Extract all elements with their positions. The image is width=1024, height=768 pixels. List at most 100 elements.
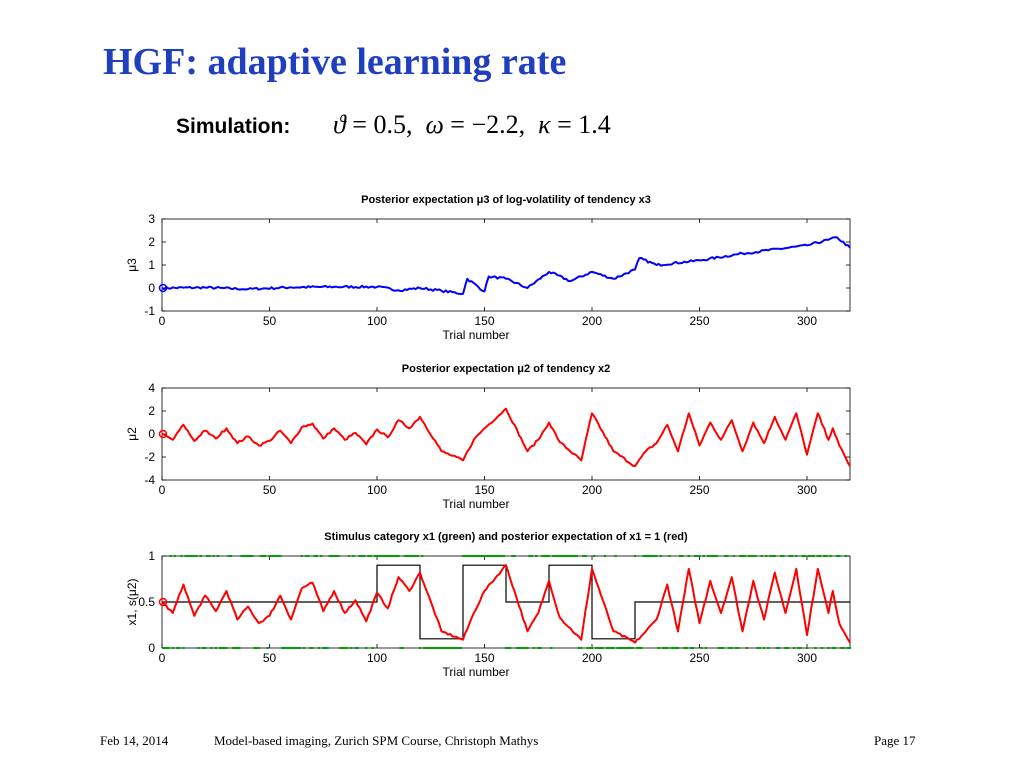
x-tick-label: 250 bbox=[689, 483, 709, 497]
stimulus-point bbox=[592, 555, 596, 557]
stimulus-point bbox=[638, 647, 641, 649]
stimulus-point bbox=[586, 647, 589, 649]
stimulus-point bbox=[328, 555, 331, 557]
stimulus-point bbox=[470, 555, 473, 557]
stimulus-point bbox=[784, 647, 787, 649]
stimulus-point bbox=[691, 647, 695, 649]
stimulus-point bbox=[367, 555, 370, 557]
stimulus-point bbox=[666, 647, 669, 649]
plot-frame bbox=[161, 387, 851, 481]
stimulus-point bbox=[754, 555, 757, 557]
stimulus-point bbox=[674, 647, 678, 649]
stimulus-point bbox=[504, 647, 508, 649]
theta-symbol: ϑ bbox=[333, 110, 346, 139]
stimulus-point bbox=[405, 555, 409, 557]
stimulus-point bbox=[483, 555, 486, 557]
stimulus-point bbox=[614, 555, 617, 557]
y-axis-label: μ3 bbox=[125, 258, 139, 272]
stimulus-point bbox=[384, 555, 387, 557]
stimulus-point bbox=[595, 647, 598, 649]
x-tick-label: 200 bbox=[582, 483, 602, 497]
chart-title: Posterior expectation μ2 of tendency x2 bbox=[402, 363, 610, 375]
stimulus-point bbox=[681, 555, 684, 557]
stimulus-point bbox=[601, 647, 604, 649]
stimulus-point bbox=[698, 555, 701, 557]
stimulus-point bbox=[302, 647, 306, 649]
stimulus-point bbox=[756, 647, 759, 649]
stimulus-point bbox=[238, 647, 241, 649]
stimulus-point bbox=[233, 647, 237, 649]
stimulus-point bbox=[180, 555, 183, 557]
stimulus-point bbox=[339, 647, 342, 649]
stimulus-point bbox=[360, 555, 364, 557]
stimulus-point bbox=[182, 647, 185, 649]
stimulus-point bbox=[203, 647, 207, 649]
stimulus-point bbox=[588, 647, 592, 649]
stimulus-point bbox=[767, 647, 770, 649]
stimulus-point bbox=[412, 555, 415, 557]
kappa-value: 1.4 bbox=[578, 110, 611, 139]
stimulus-point bbox=[466, 555, 469, 557]
stimulus-point bbox=[799, 647, 802, 649]
stimulus-point bbox=[792, 647, 796, 649]
stimulus-point bbox=[472, 555, 475, 557]
stimulus-point bbox=[169, 555, 172, 557]
stimulus-point bbox=[184, 555, 187, 557]
x-tick-label: 0 bbox=[159, 314, 166, 328]
stimulus-point bbox=[764, 555, 768, 557]
stimulus-point bbox=[274, 555, 278, 557]
stimulus-point bbox=[749, 555, 753, 557]
stimulus-point bbox=[345, 647, 349, 649]
stimulus-point bbox=[253, 647, 256, 649]
stimulus-point bbox=[188, 555, 192, 557]
stimulus-point bbox=[541, 555, 544, 557]
stimulus-point bbox=[773, 555, 776, 557]
stimulus-point bbox=[365, 647, 368, 649]
y-tick-label: 1 bbox=[148, 258, 155, 272]
stimulus-point bbox=[386, 555, 389, 557]
y-tick-label: 2 bbox=[148, 235, 155, 249]
stimulus-point bbox=[453, 647, 456, 649]
omega-symbol: ω bbox=[425, 110, 444, 139]
stimulus-point bbox=[620, 647, 624, 649]
stimulus-point bbox=[322, 647, 325, 649]
stimulus-point bbox=[571, 555, 574, 557]
stimulus-point bbox=[573, 555, 576, 557]
stimulus-point bbox=[440, 647, 443, 649]
stimulus-point bbox=[608, 647, 611, 649]
stimulus-point bbox=[706, 555, 710, 557]
chart-panel-2: Posterior expectation μ2 of tendency x2 0… bbox=[125, 363, 851, 511]
stimulus-point bbox=[410, 555, 413, 557]
stimulus-point bbox=[552, 555, 555, 557]
x-axis-label: Trial number bbox=[443, 497, 510, 511]
stimulus-point bbox=[676, 647, 680, 649]
x-tick-label: 50 bbox=[263, 314, 277, 328]
stimulus-point bbox=[268, 555, 271, 557]
stimulus-point bbox=[199, 555, 202, 557]
stimulus-point bbox=[562, 555, 566, 557]
x-tick-label: 100 bbox=[367, 483, 387, 497]
stimulus-point bbox=[448, 647, 452, 649]
stimulus-point bbox=[315, 555, 318, 557]
stimulus-point bbox=[687, 555, 690, 557]
stimulus-point bbox=[651, 555, 654, 557]
stimulus-point bbox=[216, 555, 220, 557]
stimulus-point bbox=[803, 555, 807, 557]
stimulus-point bbox=[436, 647, 439, 649]
stimulus-point bbox=[623, 647, 626, 649]
stimulus-point bbox=[255, 647, 258, 649]
stimulus-point bbox=[395, 555, 398, 557]
stimulus-point bbox=[842, 647, 845, 649]
stimulus-point bbox=[513, 555, 516, 557]
stimulus-point bbox=[788, 555, 791, 557]
stimulus-point bbox=[248, 555, 252, 557]
stimulus-point bbox=[743, 555, 746, 557]
stimulus-point bbox=[642, 555, 645, 557]
stimulus-point bbox=[375, 555, 379, 557]
stimulus-point bbox=[463, 555, 467, 557]
stimulus-point bbox=[597, 647, 600, 649]
y-tick-label: 0 bbox=[148, 281, 155, 295]
stimulus-point bbox=[663, 647, 667, 649]
stimulus-point bbox=[350, 647, 353, 649]
